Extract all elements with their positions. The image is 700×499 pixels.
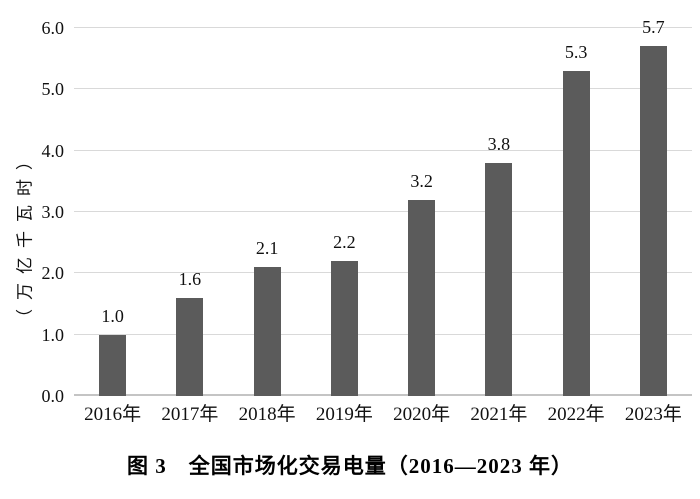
gridline [74, 211, 692, 212]
bar-value-label: 3.8 [487, 133, 511, 154]
plot-area: 0.0 1.0 2.0 3.0 4.0 5.0 6.0 1.0 2016年 1.6 2017年 2.1… [42, 17, 692, 425]
bar [176, 297, 204, 396]
gridline [74, 272, 692, 274]
y-axis-tick-label: 5.0 [41, 79, 65, 100]
bar-value-label: 5.3 [564, 41, 588, 62]
x-axis-tick-label: 2020年 [393, 404, 451, 425]
x-axis-tick-label: 2019年 [315, 404, 373, 425]
x-axis-tick-label: 2017年 [161, 404, 219, 425]
x-axis-tick-label: 2018年 [238, 404, 296, 425]
gridline [74, 27, 692, 28]
bar-value-label: 5.7 [642, 17, 665, 38]
bar-value-label: 3.2 [410, 170, 433, 191]
y-axis-title: （万亿千瓦时） [15, 144, 35, 326]
bar-value-label: 2.1 [255, 238, 279, 259]
figure-caption: 图 3 全国市场化交易电量（2016—2023 年） [127, 454, 573, 478]
bar-value-label: 1.6 [178, 268, 202, 289]
x-axis-tick-label: 2016年 [84, 404, 142, 425]
gridline [74, 333, 692, 335]
y-axis-tick-label: 4.0 [41, 140, 65, 161]
bar [408, 199, 436, 396]
bar [639, 46, 667, 396]
y-axis-tick-label: 2.0 [41, 263, 65, 284]
gridline [74, 394, 692, 396]
bar [99, 334, 127, 396]
x-axis-tick-label: 2022年 [547, 404, 605, 425]
bar [485, 162, 513, 396]
y-axis-tick-label: 1.0 [41, 324, 65, 345]
bar [253, 267, 281, 396]
bar-value-label: 1.0 [101, 305, 124, 326]
y-axis-tick-label: 3.0 [41, 202, 65, 222]
bar [330, 261, 358, 396]
gridline [74, 88, 692, 90]
x-axis-tick-label: 2021年 [470, 404, 528, 425]
bar [562, 70, 590, 396]
y-axis-tick-label: 0.0 [41, 386, 65, 406]
x-axis-tick-label: 2023年 [624, 404, 682, 425]
y-axis-tick-label: 6.0 [41, 18, 65, 38]
gridline [74, 149, 692, 151]
bar-value-label: 2.2 [333, 232, 356, 253]
